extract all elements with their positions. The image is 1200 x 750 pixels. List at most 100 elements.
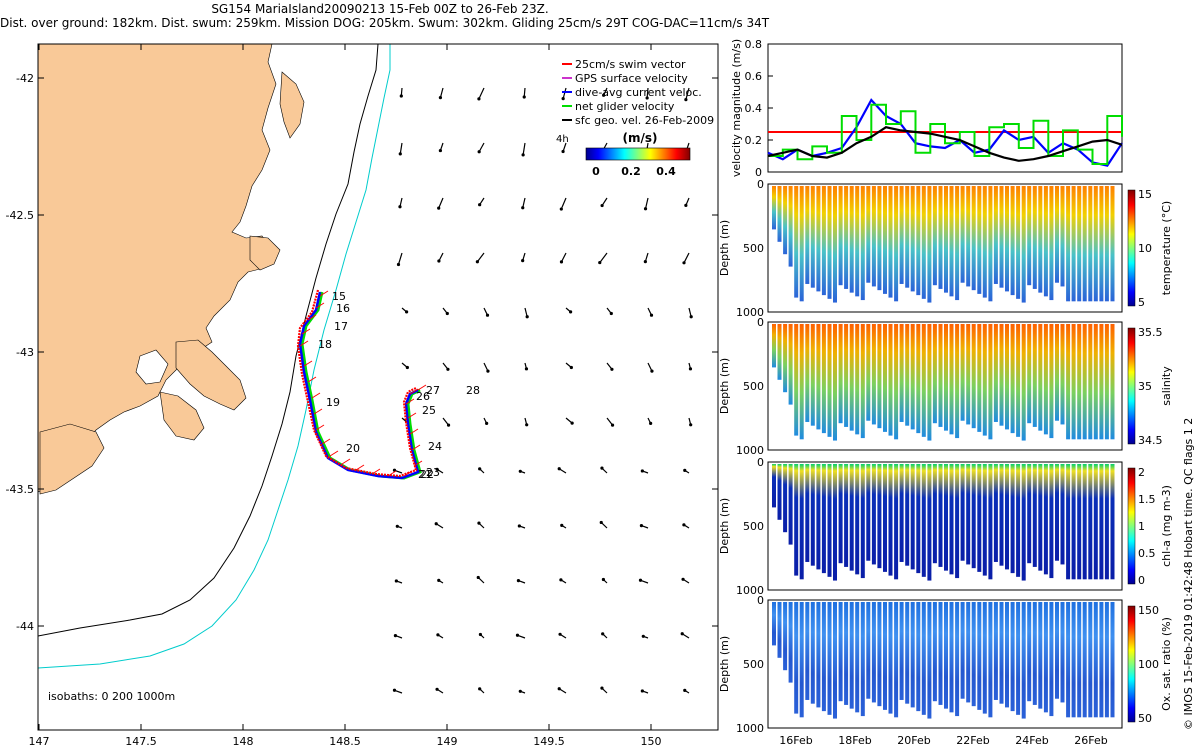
swim-vector-tick [411,444,421,451]
profile-column [927,464,932,581]
profile-column [883,186,887,294]
lat-tick-label: -44 [16,620,34,633]
profile-column [777,464,782,520]
velocity-arrow-head [601,632,605,636]
velocity-arrow-head [521,259,525,263]
profile-column [910,464,915,570]
swim-vector-tick [355,464,365,471]
track-day-label: 15 [332,290,346,303]
profile-column [1071,186,1076,302]
swim-vector-tick [417,384,427,391]
profile-column [1060,602,1065,703]
profile-column [955,602,960,717]
velocity-arrow-head [559,260,564,264]
profile-column [821,602,826,712]
profile-column [1066,464,1071,580]
profile-column [1016,464,1021,577]
profile-column [910,186,915,292]
swim-vector-tick [315,424,325,431]
profile-column [1099,602,1104,718]
velocity-arrow-head [682,261,686,265]
velocity-arrow-head [600,686,604,690]
velocity-arrow-head [609,311,613,316]
profile-column [894,464,899,580]
peninsula-south [159,391,205,441]
date-tick-label: 16Feb [779,734,812,747]
profile-column [1066,324,1071,440]
velocity-arrow-head [559,578,563,582]
profile-column [1005,186,1009,292]
profile-column [1016,186,1021,299]
profile-column [783,464,788,533]
velocity-arrow-head [435,467,439,471]
track-day-label: 17 [334,320,348,333]
depth-tick-label: 500 [743,658,764,671]
swim-vector-tick [405,398,415,405]
profile-column [1038,464,1043,571]
velocity-arrow-head [570,421,574,425]
velocity-arrow-head [561,97,565,101]
chart-title: SG154 MariaIsland20090213 15-Feb 00Z to … [211,2,549,16]
legend-label: net glider velocity [575,100,675,113]
profile-column [1071,324,1076,440]
profile-column [777,186,782,242]
lon-tick-label: 148 [233,735,254,748]
profile-column [1027,602,1032,702]
profile-column [944,602,948,709]
depth-section-1: 0 500 1000 Depth (m) 15 10 5 temperature (°C) [718,178,1173,319]
velocity-arrow-head [446,423,451,427]
profile-column [777,324,782,380]
track-day-label: 28 [466,384,480,397]
profile-column [794,186,799,298]
profile-column [783,324,788,393]
profile-column [921,464,926,577]
velocity-arrow-head [683,468,687,472]
velocity-arrow [724,467,730,473]
profile-column [982,324,987,436]
velocity-arrow-head [684,203,688,207]
profile-column [938,324,943,427]
depth-axis-label: Depth (m) [718,498,731,554]
profile-column [1104,186,1109,302]
swim-vector-tick [319,290,329,297]
profile-column [894,602,899,718]
velocity-arrow [730,308,735,312]
profile-column [833,464,837,581]
velocity-arrow-head [610,423,615,427]
velocity-series [767,98,1123,167]
swim-vector-tick [409,388,419,395]
profile-column [833,324,837,441]
profile-column [988,186,993,302]
track-day-label: 27 [426,384,440,397]
velocity-arrow-head [763,689,766,692]
velocity-arrow-head [734,366,737,369]
profile-column [955,324,960,439]
profile-column [810,186,815,288]
profile-column [899,464,904,562]
velocity-arrow-head [763,469,766,472]
dive-avg-current-track [298,291,420,480]
profile-column [1077,324,1082,440]
colorbar-tick-label: 5 [1138,296,1145,309]
velocity-arrow [730,418,736,423]
profile-column [927,602,932,719]
legend-label: sfc geo. vel. 26-Feb-2009 [575,114,714,127]
isobath-caption: isobaths: 0 200 1000m [48,690,175,703]
profile-column [999,324,1004,426]
profile-column [1088,324,1093,440]
track-day-label: 18 [318,338,332,351]
depth-tick-label: 0 [757,456,764,469]
lon-tick-label: 147 [29,735,50,748]
velocity-arrow-head [522,95,526,99]
profile-column [838,602,843,702]
swim-vector-tick [403,470,413,477]
profile-column [966,186,971,287]
profile-column [1055,186,1059,283]
date-tick-label: 22Feb [956,734,989,747]
profile-column [788,602,793,683]
profile-column [988,464,993,580]
profile-column [844,464,849,567]
tasmania-land [38,44,277,493]
